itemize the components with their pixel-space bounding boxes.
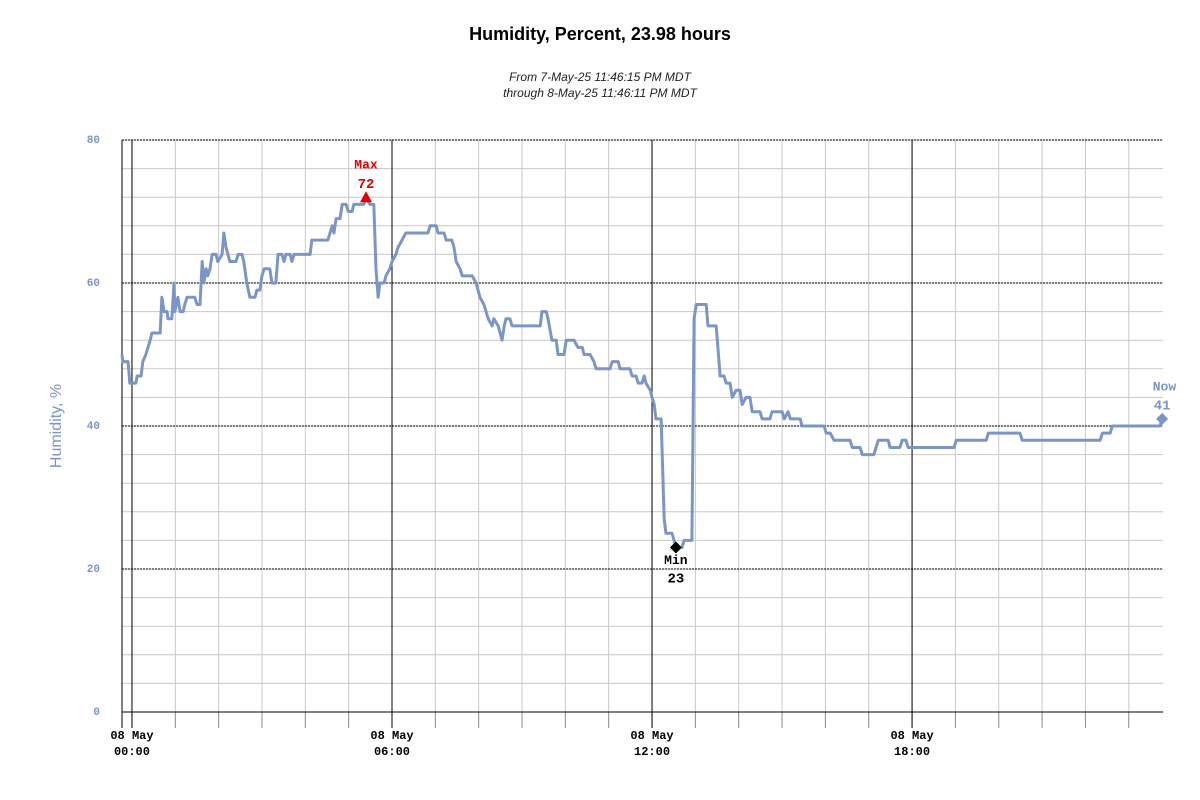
x-tick-label: 08 May 18:00 bbox=[890, 729, 933, 759]
max-marker bbox=[359, 191, 372, 203]
y-tick-label: 60 bbox=[87, 278, 100, 290]
annotation-label: Min bbox=[664, 553, 688, 568]
y-tick-label: 0 bbox=[93, 707, 100, 719]
annotation-label: Max bbox=[354, 158, 378, 173]
point-marker bbox=[669, 541, 682, 554]
chart-title: Humidity, Percent, 23.98 hours bbox=[469, 24, 731, 44]
y-tick-label: 80 bbox=[87, 135, 100, 147]
y-tick-label: 40 bbox=[87, 421, 100, 433]
y-tick-label: 20 bbox=[87, 564, 100, 576]
point-marker bbox=[1156, 412, 1169, 425]
annotation-value: 23 bbox=[667, 571, 684, 587]
annotation-value: 41 bbox=[1154, 399, 1171, 415]
y-axis-label: Humidity, % bbox=[48, 384, 65, 468]
chart-subtitle: From 7-May-25 11:46:15 PM MDT bbox=[509, 70, 692, 84]
annotation-value: 72 bbox=[358, 177, 375, 193]
x-tick-label: 08 May 00:00 bbox=[110, 729, 153, 759]
x-tick-label: 08 May 12:00 bbox=[630, 729, 673, 759]
chart-subtitle: through 8-May-25 11:46:11 PM MDT bbox=[503, 86, 698, 100]
x-tick-label: 08 May 06:00 bbox=[370, 729, 413, 759]
annotation-label: Now bbox=[1153, 379, 1177, 394]
data-line bbox=[120, 195, 1164, 550]
